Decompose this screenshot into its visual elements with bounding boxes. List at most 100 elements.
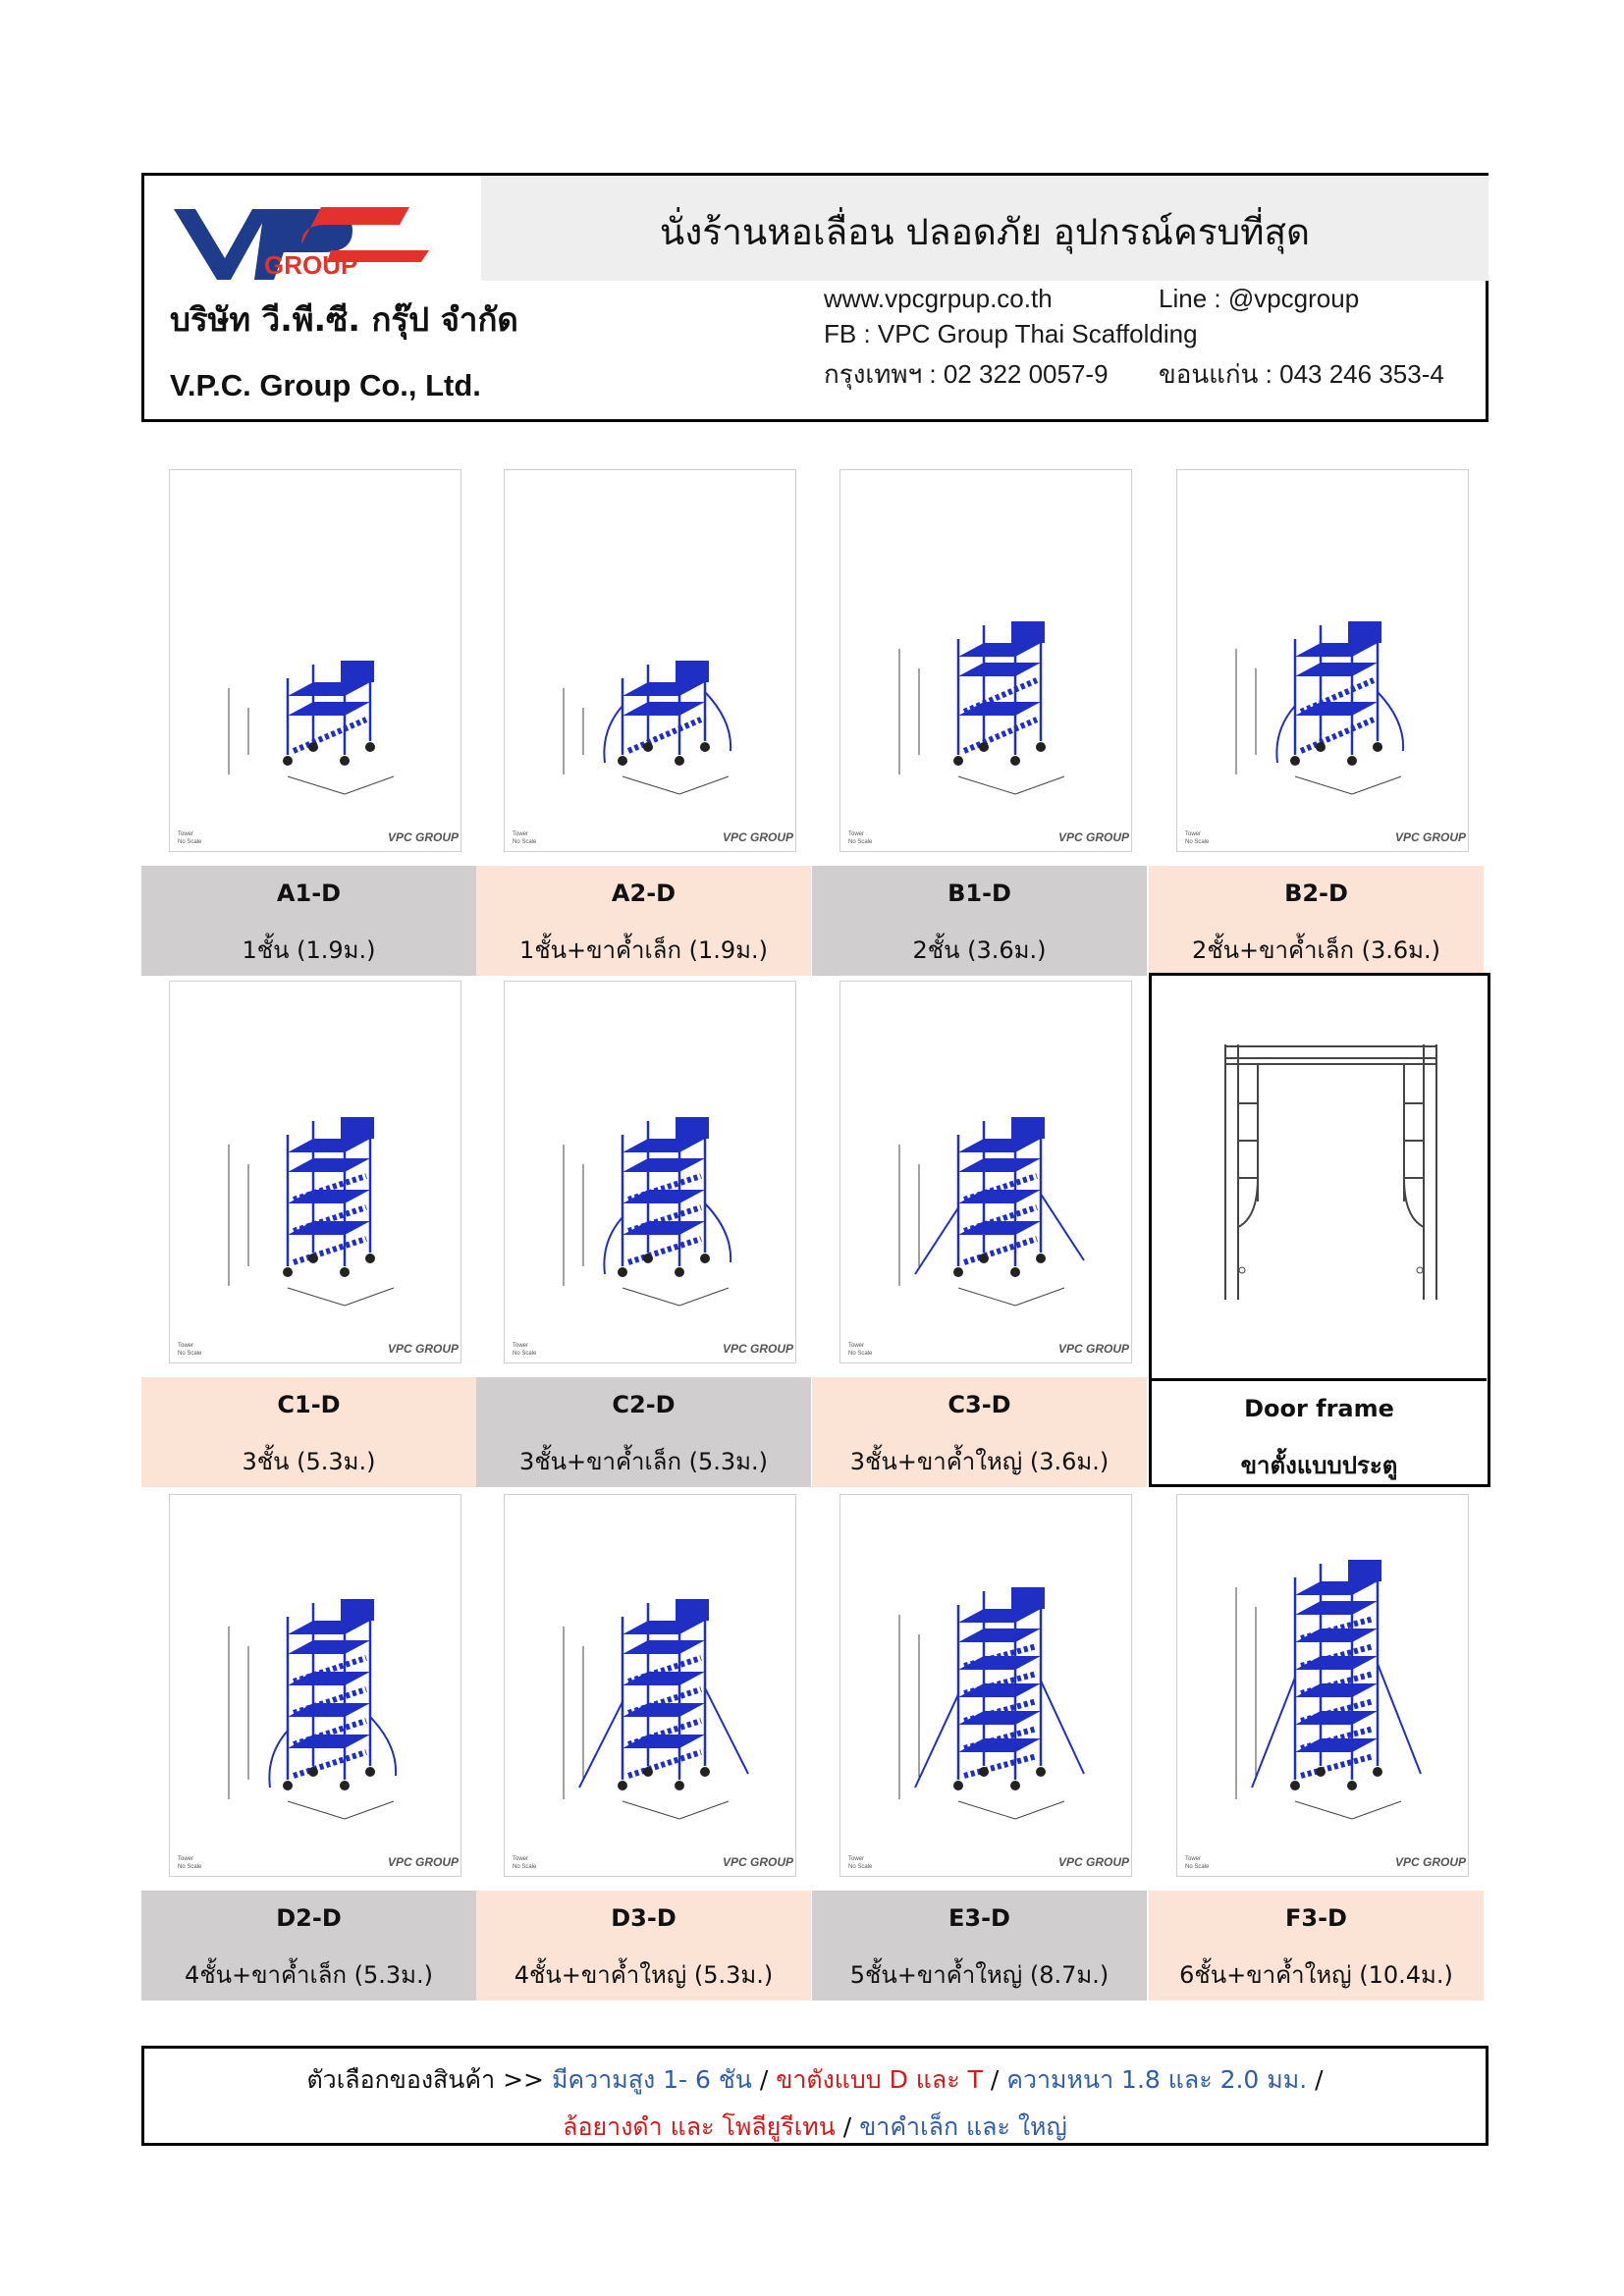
product-drawing: Tower No Scale VPC GROUP: [169, 469, 461, 852]
product-code: B2-D: [1284, 880, 1348, 907]
door-frame-card: Door frame ขาตั้งแบบประตู: [1149, 973, 1490, 1487]
product-description: 1ชั้น+ขาค้ำเล็ก (1.9ม.): [519, 936, 768, 964]
separator: /: [835, 2112, 860, 2141]
scaffold-tower: Tower No Scale VPC GROUP: [848, 1117, 1130, 1357]
phone-khonkaen: ขอนแก่น : 043 246 353-4: [1159, 359, 1444, 389]
product-drawing: Tower No Scale VPC GROUP: [504, 1494, 796, 1877]
options-line-2: ล้อยางดำ และ โพลียูรีเทน / ขาคำเล็ก และ …: [144, 2108, 1486, 2147]
product-label: F3-D 6ชั้น+ขาค้ำใหญ่ (10.4ม.): [1149, 1891, 1484, 2001]
drawing-logo: VPC GROUP: [1395, 1855, 1467, 1869]
thickness-option: ความหนา 1.8 และ 2.0 มม.: [1006, 2065, 1308, 2094]
product-drawing: Tower No Scale VPC GROUP: [169, 1494, 461, 1877]
wheel-option: ล้อยางดำ และ โพลียูรีเทน: [563, 2112, 836, 2141]
product-code: F3-D: [1285, 1904, 1347, 1932]
scaffold-tower: Tower No Scale VPC GROUP: [513, 1117, 794, 1357]
svg-text:No Scale: No Scale: [513, 1351, 537, 1357]
product-code: D2-D: [276, 1904, 342, 1932]
door-frame-subtitle: ขาตั้งแบบประตู: [1240, 1452, 1398, 1479]
scaffold-tower: Tower No Scale VPC GROUP: [178, 1117, 460, 1357]
product-label: D3-D 4ชั้น+ขาค้ำใหญ่ (5.3ม.): [476, 1891, 811, 2001]
scaffold-tower: Tower No Scale VPC GROUP: [848, 621, 1130, 845]
drawing-logo: VPC GROUP: [1058, 830, 1130, 844]
drawing-logo: VPC GROUP: [723, 1342, 794, 1356]
scaffold-tower: Tower No Scale VPC GROUP: [1185, 1560, 1467, 1870]
product-description: 3ชั้น+ขาค้ำเล็ก (5.3ม.): [519, 1448, 768, 1475]
product-label: A1-D 1ชั้น (1.9ม.): [141, 866, 476, 976]
svg-text:No Scale: No Scale: [178, 839, 202, 845]
line-contact: Line : @vpcgroup: [1159, 284, 1360, 313]
drawing-logo: VPC GROUP: [388, 1855, 460, 1869]
product-description: 6ชั้น+ขาค้ำใหญ่ (10.4ม.): [1179, 1961, 1453, 1989]
product-drawing: Tower No Scale VPC GROUP: [504, 981, 796, 1363]
svg-text:Tower: Tower: [848, 1343, 864, 1349]
product-drawing: Tower No Scale VPC GROUP: [839, 1494, 1132, 1877]
product-code: B1-D: [947, 880, 1011, 907]
product-description: 2ชั้น+ขาค้ำเล็ก (3.6ม.): [1192, 936, 1440, 964]
svg-text:No Scale: No Scale: [1185, 1864, 1210, 1870]
phone-bangkok: กรุงเทพฯ : 02 322 0057-9: [824, 359, 1109, 389]
vpc-logo: GROUP: [174, 207, 429, 280]
drawing-logo: VPC GROUP: [1395, 830, 1467, 844]
svg-text:No Scale: No Scale: [848, 839, 873, 845]
product-code: C2-D: [612, 1391, 676, 1418]
door-frame-label: Door frame ขาตั้งแบบประตู: [1152, 1378, 1487, 1488]
door-frame-drawing: [1224, 1044, 1437, 1300]
product-description: 1ชั้น (1.9ม.): [242, 936, 376, 964]
product-code: C3-D: [947, 1391, 1011, 1418]
scaffold-tower: Tower No Scale VPC GROUP: [178, 661, 460, 845]
svg-text:Tower: Tower: [513, 831, 528, 837]
leg-option: ขาตังแบบ D และ T: [776, 2065, 983, 2094]
product-code: E3-D: [948, 1904, 1010, 1932]
product-description: 2ชั้น (3.6ม.): [912, 936, 1047, 964]
product-drawing: Tower No Scale VPC GROUP: [1176, 1494, 1469, 1877]
facebook-contact: FB : VPC Group Thai Scaffolding: [824, 319, 1198, 348]
drawing-logo: VPC GROUP: [723, 830, 794, 844]
scaffold-tower: Tower No Scale VPC GROUP: [178, 1599, 460, 1870]
product-drawing: Tower No Scale VPC GROUP: [839, 981, 1132, 1363]
svg-text:No Scale: No Scale: [178, 1351, 202, 1357]
product-description: 5ชั้น+ขาค้ำใหญ่ (8.7ม.): [849, 1961, 1110, 1989]
drawing-logo: VPC GROUP: [1058, 1855, 1130, 1869]
product-description: 4ชั้น+ขาค้ำเล็ก (5.3ม.): [185, 1961, 433, 1989]
options-box: ตัวเลือกของสินค้า >> มีความสูง 1- 6 ชัน …: [141, 2046, 1489, 2146]
svg-text:Tower: Tower: [178, 1343, 193, 1349]
product-drawing: Tower No Scale VPC GROUP: [169, 981, 461, 1363]
separator: /: [1307, 2065, 1324, 2094]
outrigger-option: ขาคำเล็ก และ ใหญ่: [859, 2112, 1067, 2141]
height-option: มีความสูง 1- 6 ชัน: [551, 2065, 752, 2094]
options-lead: ตัวเลือกของสินค้า >>: [306, 2065, 552, 2094]
product-description: 3ชั้น (5.3ม.): [242, 1448, 376, 1475]
svg-text:Tower: Tower: [1185, 831, 1201, 837]
product-code: D3-D: [611, 1904, 677, 1932]
product-code: A2-D: [611, 880, 677, 907]
scaffold-tower: Tower No Scale VPC GROUP: [848, 1587, 1130, 1870]
product-code: A1-D: [276, 880, 342, 907]
tagline-band: นั่งร้านหอเลื่อน ปลอดภัย อุปกรณ์ครบที่สุ…: [481, 176, 1489, 281]
product-drawing: Tower No Scale VPC GROUP: [839, 469, 1132, 852]
svg-text:No Scale: No Scale: [513, 1864, 537, 1870]
product-description: 4ชั้น+ขาค้ำใหญ่ (5.3ม.): [514, 1961, 774, 1989]
svg-text:No Scale: No Scale: [513, 839, 537, 845]
product-description: 3ชั้น+ขาค้ำใหญ่ (3.6ม.): [849, 1448, 1110, 1475]
door-frame-image: [1224, 1044, 1437, 1300]
scaffold-tower: Tower No Scale VPC GROUP: [1185, 621, 1467, 845]
separator: /: [751, 2065, 777, 2094]
drawing-logo: VPC GROUP: [723, 1855, 794, 1869]
separator: /: [982, 2065, 1007, 2094]
svg-text:No Scale: No Scale: [848, 1351, 873, 1357]
door-frame-title: Door frame: [1244, 1395, 1394, 1422]
header-box: GROUP นั่งร้านหอเลื่อน ปลอดภัย อุปกรณ์คร…: [141, 173, 1489, 422]
website-link[interactable]: www.vpcgrpup.co.th: [824, 284, 1053, 313]
drawing-logo: VPC GROUP: [388, 1342, 460, 1356]
product-label: C1-D 3ชั้น (5.3ม.): [141, 1377, 476, 1487]
product-label: C2-D 3ชั้น+ขาค้ำเล็ก (5.3ม.): [476, 1377, 811, 1487]
scaffold-tower: Tower No Scale VPC GROUP: [513, 1599, 794, 1870]
svg-text:No Scale: No Scale: [178, 1864, 202, 1870]
tagline: นั่งร้านหอเลื่อน ปลอดภัย อุปกรณ์ครบที่สุ…: [659, 211, 1311, 253]
company-name-th: บริษัท วี.พี.ซี. กรุ๊ป จำกัด: [170, 300, 518, 339]
svg-text:Tower: Tower: [848, 831, 864, 837]
svg-text:Tower: Tower: [1185, 1856, 1201, 1862]
svg-text:Tower: Tower: [178, 831, 193, 837]
product-drawing: Tower No Scale VPC GROUP: [1176, 469, 1469, 852]
company-name-en: V.P.C. Group Co., Ltd.: [170, 368, 481, 402]
